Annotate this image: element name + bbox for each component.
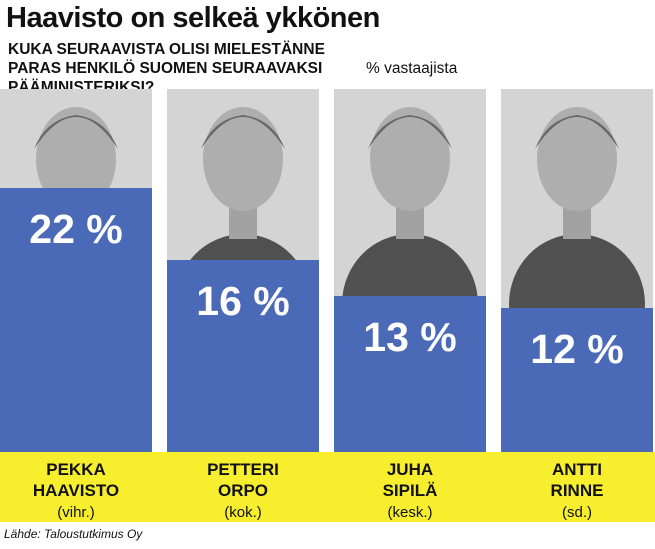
candidate-column: 16 % PETTERI ORPO (kok.) [167,89,319,521]
candidate-name: PEKKA [46,460,106,479]
portrait-face [36,107,116,211]
question-text: KUKA SEURAAVISTA OLISI MIELESTÄNNE PARAS… [8,41,325,96]
candidate-name: SIPILÄ [383,481,438,500]
candidate-name: RINNE [551,481,604,500]
candidate-column: 13 % JUHA SIPILÄ (kesk.) [334,89,486,521]
portrait-hair [201,115,285,149]
candidate-party: (vihr.) [57,504,95,521]
bar-value-label: 16 % [196,278,289,324]
source-note: Lähde: Taloustutkimus Oy [4,527,143,541]
bar-value-label: 22 % [29,206,122,252]
candidate-party: (kesk.) [388,504,433,521]
portrait-face [370,107,450,211]
portrait-face [537,107,617,211]
portrait-hair [368,115,452,149]
portrait-hair [535,115,619,149]
candidate-column: 12 % ANTTI RINNE (sd.) [501,89,653,521]
candidate-name: ORPO [218,481,268,500]
bar-value-label: 12 % [530,326,623,372]
candidate-name: PETTERI [207,460,279,479]
candidate-column: 22 % PEKKA HAAVISTO (vihr.) [0,89,152,521]
bar [334,296,486,452]
candidate-party: (sd.) [562,504,592,521]
unit-label: % vastaajista [366,60,458,77]
bar [501,308,653,452]
bar-value-label: 13 % [363,314,456,360]
candidate-party: (kok.) [224,504,262,521]
chart-subtitle: KUKA SEURAAVISTA OLISI MIELESTÄNNE PARAS… [8,40,457,97]
candidate-name: JUHA [387,460,433,479]
portrait-face [203,107,283,211]
bar [0,188,152,452]
bar [167,260,319,452]
portrait-hair [34,115,118,149]
chart-title: Haavisto on selkeä ykkönen [6,2,380,34]
candidate-name: ANTTI [552,460,602,479]
label-band [0,452,655,522]
candidate-name: HAAVISTO [33,481,119,500]
